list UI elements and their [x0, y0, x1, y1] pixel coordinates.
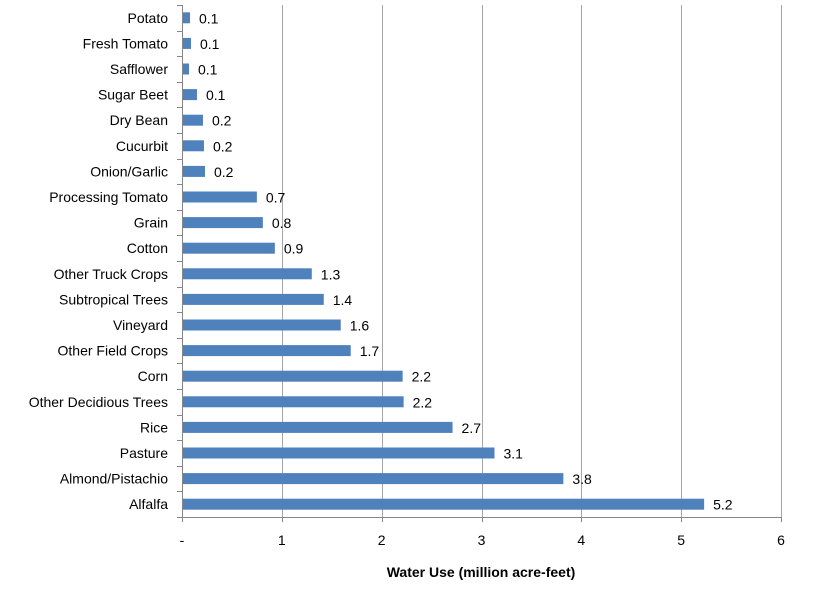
data-label-2: 0.1 — [198, 62, 218, 78]
bar-2 — [183, 63, 189, 75]
data-label-7: 0.7 — [266, 190, 286, 206]
data-label-15: 2.2 — [413, 394, 433, 410]
category-label-14: Corn — [138, 368, 168, 384]
category-label-11: Subtropical Trees — [59, 291, 168, 307]
bar-4 — [183, 114, 203, 126]
data-label-17: 3.1 — [503, 446, 523, 462]
category-label-16: Rice — [140, 419, 168, 435]
bar-1 — [183, 37, 191, 49]
bar-12 — [183, 319, 341, 331]
bars — [183, 12, 705, 510]
axes — [177, 5, 782, 522]
x-axis-title: Water Use (million acre-feet) — [387, 564, 576, 580]
category-label-9: Cotton — [127, 240, 168, 256]
bar-14 — [183, 370, 403, 382]
bar-13 — [183, 345, 351, 357]
bar-17 — [183, 447, 495, 459]
data-label-19: 5.2 — [713, 497, 733, 513]
category-label-10: Other Truck Crops — [54, 266, 168, 282]
data-label-5: 0.2 — [213, 138, 233, 154]
x-tick-label-1: 1 — [278, 532, 286, 548]
category-label-12: Vineyard — [113, 317, 168, 333]
bar-19 — [183, 498, 705, 510]
bar-15 — [183, 396, 404, 408]
data-label-8: 0.8 — [272, 215, 292, 231]
bar-8 — [183, 217, 263, 229]
category-label-7: Processing Tomato — [49, 189, 168, 205]
data-label-12: 1.6 — [350, 318, 370, 334]
data-label-6: 0.2 — [214, 164, 234, 180]
bar-11 — [183, 293, 324, 305]
bar-10 — [183, 268, 312, 280]
bar-9 — [183, 242, 275, 254]
data-label-14: 2.2 — [412, 369, 432, 385]
gridlines — [282, 5, 782, 517]
x-tick-label-5: 5 — [677, 532, 685, 548]
category-label-6: Onion/Garlic — [90, 163, 168, 179]
category-label-15: Other Decidious Trees — [29, 394, 168, 410]
labels: - 1 2 3 4 5 6 Potato 0.1 Fresh Tomato 0.1 Safflower… — [29, 10, 785, 548]
category-label-18: Almond/Pistachio — [60, 471, 168, 487]
x-tick-label-2: 2 — [378, 532, 386, 548]
data-label-9: 0.9 — [284, 241, 304, 257]
data-label-18: 3.8 — [572, 471, 592, 487]
data-label-1: 0.1 — [200, 36, 220, 52]
bar-16 — [183, 421, 453, 433]
data-label-11: 1.4 — [333, 292, 353, 308]
x-tick-label-0: - — [180, 532, 185, 548]
x-tick-label-6: 6 — [777, 532, 785, 548]
bar-6 — [183, 165, 205, 177]
category-label-3: Sugar Beet — [98, 87, 168, 103]
data-label-16: 2.7 — [462, 420, 482, 436]
category-label-17: Pasture — [120, 445, 168, 461]
category-label-2: Safflower — [110, 61, 168, 77]
bar-7 — [183, 191, 257, 203]
bar-3 — [183, 89, 197, 101]
bar-5 — [183, 140, 204, 152]
category-label-19: Alfalfa — [129, 496, 168, 512]
x-tick-label-4: 4 — [577, 532, 585, 548]
bar-0 — [183, 12, 190, 24]
data-label-4: 0.2 — [212, 113, 232, 129]
bar-18 — [183, 473, 564, 485]
category-label-5: Cucurbit — [116, 138, 168, 154]
data-label-10: 1.3 — [321, 266, 341, 282]
data-label-13: 1.7 — [360, 343, 380, 359]
category-label-8: Grain — [134, 215, 168, 231]
category-label-4: Dry Bean — [110, 112, 168, 128]
x-tick-label-3: 3 — [478, 532, 486, 548]
data-label-3: 0.1 — [206, 87, 226, 103]
category-label-0: Potato — [128, 10, 169, 26]
data-label-0: 0.1 — [199, 10, 219, 26]
category-label-13: Other Field Crops — [58, 343, 168, 359]
category-label-1: Fresh Tomato — [83, 35, 169, 51]
